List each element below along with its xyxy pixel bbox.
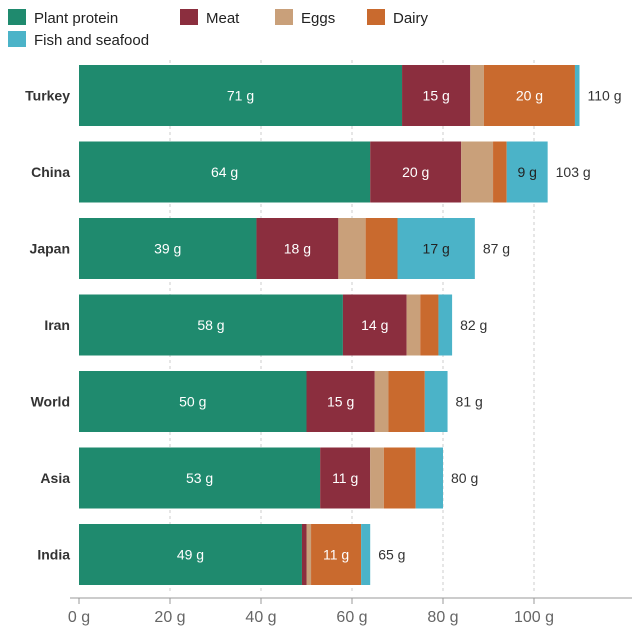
category-label: Iran [44,317,70,333]
segment-value-label: 20 g [516,88,543,104]
segment-value-label: 18 g [284,241,311,257]
legend: Plant protein Meat Eggs Dairy Fish and seafo… [8,9,429,49]
category-label: World [31,394,70,410]
segment-value-label: 53 g [186,470,213,486]
legend-label-dairy: Dairy [393,10,429,27]
total-label: 82 g [460,317,487,333]
bar-segment-plant-protein [79,218,257,279]
segment-value-label: 17 g [423,241,450,257]
legend-label-plant-protein: Plant protein [34,10,118,27]
segment-value-label: 64 g [211,164,238,180]
segment-value-label: 58 g [197,317,224,333]
segment-value-label: 50 g [179,394,206,410]
bar-segment-eggs [338,218,366,279]
total-label: 103 g [556,164,591,180]
bar-row-india: India 49 g 11 g 65 g [37,524,405,585]
bar-segment-plant-protein [79,371,307,432]
bar-segment-fish-and-seafood [438,294,453,356]
legend-swatch-plant-protein [8,9,26,25]
bar-segment-meat [402,65,471,126]
total-label: 65 g [378,547,405,563]
category-label: Japan [30,241,70,257]
bar-segment-dairy [311,524,362,585]
segment-value-label: 15 g [423,88,450,104]
bar-segment-fish-and-seafood [415,447,443,509]
legend-label-eggs: Eggs [301,10,335,27]
x-tick-label: 100 g [514,609,554,626]
bar-segment-plant-protein [79,447,321,509]
legend-item-dairy: Dairy [367,9,429,27]
bar-row-world: World 50 g 15 g 81 g [31,371,483,432]
bar-segment-eggs [374,371,389,432]
bar-row-asia: Asia 53 g 11 g 80 g [40,447,478,509]
legend-swatch-meat [180,9,198,25]
segment-value-label: 11 g [323,547,349,563]
segment-value-label: 15 g [327,394,354,410]
bar-segment-eggs [306,524,312,585]
bar-segment-plant-protein [79,141,371,203]
bar-segment-meat [256,218,339,279]
bar-segment-dairy [483,65,575,126]
segment-value-label: 20 g [402,164,429,180]
category-label: China [31,164,70,180]
bar-segment-dairy [493,141,507,203]
bar-segment-fish-and-seafood [574,65,580,126]
bar-segment-eggs [370,447,384,509]
legend-swatch-eggs [275,9,293,25]
bar-segment-plant-protein [79,294,343,356]
bar-row-japan: Japan 39 g 18 g 17 g 87 g [30,218,510,279]
bar-segment-fish-and-seafood [424,371,448,432]
bar-segment-fish-and-seafood [506,141,548,203]
legend-swatch-fish-and-seafood [8,31,26,47]
x-tick-label: 60 g [336,609,367,626]
bar-row-china: China 64 g 20 g 9 g 103 g [31,141,591,203]
x-tick-label: 40 g [245,609,276,626]
total-label: 81 g [456,394,483,410]
legend-item-plant-protein: Plant protein [8,9,118,27]
bar-segment-meat [301,524,307,585]
bar-segment-eggs [470,65,484,126]
x-tick-label: 20 g [154,609,185,626]
category-label: India [37,547,70,563]
bar-row-turkey: Turkey 71 g 15 g 20 g 110 g [25,65,622,126]
segment-value-label: 9 g [517,164,536,180]
legend-swatch-dairy [367,9,385,25]
legend-item-eggs: Eggs [275,9,335,27]
bar-segment-dairy [420,294,439,356]
bar-segment-meat [342,294,407,356]
bar-segment-eggs [461,141,494,203]
legend-item-meat: Meat [180,9,240,27]
x-axis: 0 g 20 g 40 g 60 g 80 g 100 g [68,597,632,626]
bar-segment-dairy [365,218,398,279]
total-label: 87 g [483,241,510,257]
bars: Turkey 71 g 15 g 20 g 110 g China 64 g 20 g 9 g 1… [25,65,622,585]
total-label: 80 g [451,470,478,486]
legend-label-fish-and-seafood: Fish and seafood [34,32,149,49]
x-tick-label: 80 g [427,609,458,626]
segment-value-label: 71 g [227,88,254,104]
bar-segment-meat [306,371,375,432]
bar-segment-plant-protein [79,524,302,585]
bar-segment-meat [320,447,371,509]
total-label: 110 g [588,88,622,104]
segment-value-label: 11 g [332,470,358,486]
bar-row-iran: Iran 58 g 14 g 82 g [44,294,487,356]
legend-item-fish-and-seafood: Fish and seafood [8,31,149,49]
category-label: Turkey [25,88,70,104]
bar-segment-dairy [388,371,425,432]
segment-value-label: 49 g [177,547,204,563]
category-label: Asia [40,470,70,486]
bar-segment-fish-and-seafood [361,524,371,585]
bar-segment-fish-and-seafood [397,218,475,279]
bar-segment-eggs [406,294,421,356]
bar-segment-meat [370,141,462,203]
x-tick-label: 0 g [68,609,90,626]
bar-segment-plant-protein [79,65,403,126]
legend-label-meat: Meat [206,10,240,27]
bar-segment-dairy [383,447,416,509]
segment-value-label: 14 g [361,317,388,333]
segment-value-label: 39 g [154,241,181,257]
